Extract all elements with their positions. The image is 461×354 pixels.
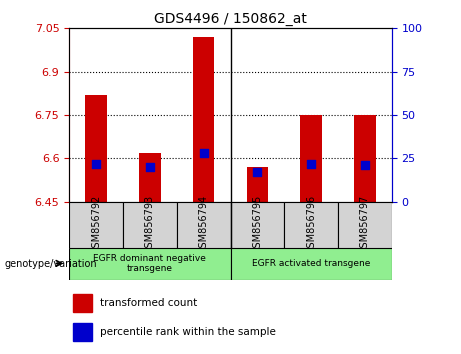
Text: GSM856792: GSM856792 xyxy=(91,195,101,255)
Text: EGFR dominant negative
transgene: EGFR dominant negative transgene xyxy=(94,254,206,273)
Point xyxy=(361,162,369,168)
Bar xyxy=(85,95,107,202)
Text: GSM856797: GSM856797 xyxy=(360,195,370,255)
Bar xyxy=(69,202,123,248)
Bar xyxy=(284,202,338,248)
Point xyxy=(92,161,100,166)
Bar xyxy=(123,202,177,248)
Bar xyxy=(354,115,376,202)
Bar xyxy=(230,248,392,280)
Text: GSM856793: GSM856793 xyxy=(145,195,155,255)
Bar xyxy=(72,323,92,341)
Text: GSM856794: GSM856794 xyxy=(199,195,209,255)
Point xyxy=(254,170,261,175)
Text: EGFR activated transgene: EGFR activated transgene xyxy=(252,259,370,268)
Bar xyxy=(139,153,160,202)
Bar xyxy=(247,167,268,202)
Bar xyxy=(230,202,284,248)
Point xyxy=(200,150,207,156)
Bar xyxy=(72,295,92,312)
Text: GSM856795: GSM856795 xyxy=(252,195,262,255)
Text: GSM856796: GSM856796 xyxy=(306,195,316,255)
Text: genotype/variation: genotype/variation xyxy=(5,259,97,269)
Point xyxy=(307,161,315,166)
Bar xyxy=(193,37,214,202)
Point xyxy=(146,164,154,170)
Text: percentile rank within the sample: percentile rank within the sample xyxy=(100,327,276,337)
Bar xyxy=(177,202,230,248)
Title: GDS4496 / 150862_at: GDS4496 / 150862_at xyxy=(154,12,307,26)
Text: transformed count: transformed count xyxy=(100,298,197,308)
Bar xyxy=(69,248,230,280)
Bar xyxy=(301,115,322,202)
Bar xyxy=(338,202,392,248)
